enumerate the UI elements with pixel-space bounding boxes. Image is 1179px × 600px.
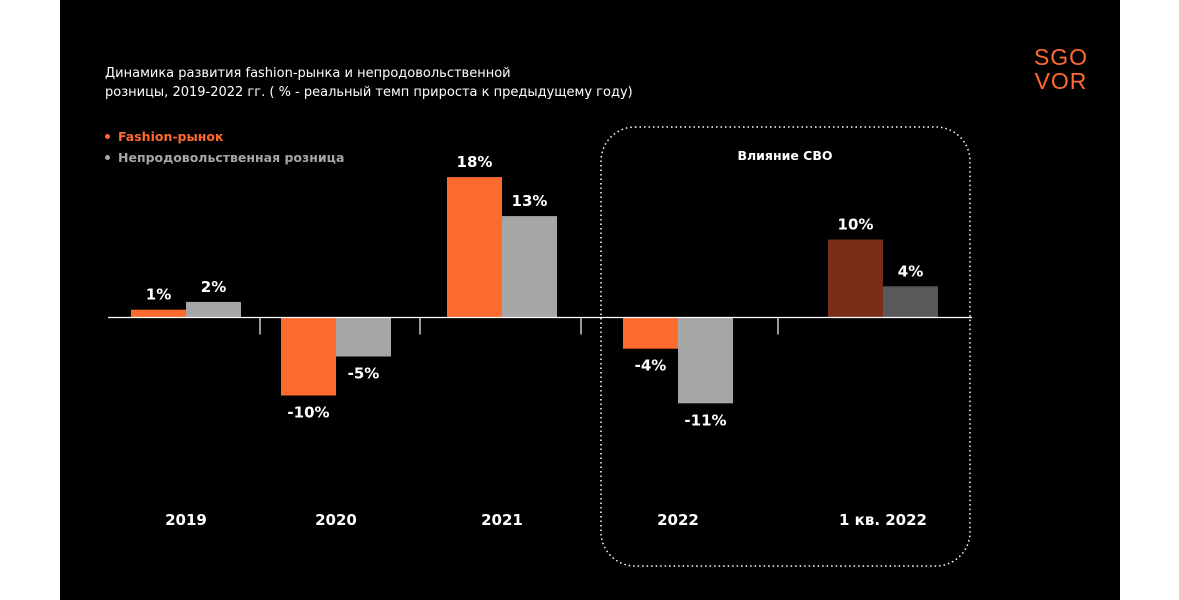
axis-ticks xyxy=(259,317,779,335)
logo-line-2: VOR xyxy=(1035,68,1088,94)
data-label-nonfood-0: 2% xyxy=(201,278,226,296)
data-label-nonfood-4: 4% xyxy=(898,262,923,280)
category-label-4: 1 кв. 2022 xyxy=(839,511,927,529)
legend: Fashion-рынок Непродовольственная розниц… xyxy=(105,126,344,168)
bar-nonfood-2 xyxy=(502,216,557,318)
bar-fashion-2 xyxy=(447,177,502,318)
bar-fashion-0 xyxy=(131,309,186,318)
legend-dot-fashion xyxy=(105,134,110,139)
sgovor-logo: SGO VOR xyxy=(1034,44,1088,94)
data-label-fashion-1: -10% xyxy=(287,404,329,422)
category-label-3: 2022 xyxy=(657,511,699,529)
legend-item-fashion: Fashion-рынок xyxy=(105,126,344,147)
chart-title-line-2: розницы, 2019-2022 гг. ( % - реальный те… xyxy=(105,85,633,100)
category-label-2: 2021 xyxy=(481,511,523,529)
bar-nonfood-0 xyxy=(186,301,241,318)
bar-nonfood-4 xyxy=(883,286,938,318)
bars-group xyxy=(131,177,938,404)
bar-fashion-3 xyxy=(623,317,678,349)
bar-chart: Влияние СВО 1% 2% -10% -5% 18% 13% -4% -11% 10% 4… xyxy=(108,126,972,567)
highlight-box-label: Влияние СВО xyxy=(737,148,832,163)
bar-nonfood-3 xyxy=(678,317,733,404)
legend-item-nonfood: Непродовольственная розница xyxy=(105,147,344,168)
data-label-nonfood-1: -5% xyxy=(348,365,380,383)
data-label-fashion-2: 18% xyxy=(457,153,493,171)
category-label-1: 2020 xyxy=(315,511,357,529)
logo-line-1: SGO xyxy=(1034,44,1088,70)
bar-nonfood-1 xyxy=(336,317,391,357)
legend-dot-nonfood xyxy=(105,155,110,160)
category-label-0: 2019 xyxy=(165,511,207,529)
legend-label-fashion: Fashion-рынок xyxy=(118,129,224,144)
data-label-fashion-0: 1% xyxy=(146,286,171,304)
data-label-nonfood-3: -11% xyxy=(684,411,726,429)
slide: Динамика развития fashion-рынка и непрод… xyxy=(60,0,1120,600)
data-label-nonfood-2: 13% xyxy=(512,192,548,210)
data-label-fashion-4: 10% xyxy=(838,216,874,234)
bar-fashion-1 xyxy=(281,317,336,396)
legend-label-nonfood: Непродовольственная розница xyxy=(118,150,345,165)
bar-fashion-4 xyxy=(828,239,883,318)
chart-title: Динамика развития fashion-рынка и непрод… xyxy=(105,64,665,102)
chart-title-line-1: Динамика развития fashion-рынка и непрод… xyxy=(105,66,511,81)
value-labels: 1% 2% -10% -5% 18% 13% -4% -11% 10% 4% xyxy=(146,153,923,429)
data-label-fashion-3: -4% xyxy=(635,357,667,375)
category-labels: 2019 2020 2021 2022 1 кв. 2022 xyxy=(165,511,927,529)
